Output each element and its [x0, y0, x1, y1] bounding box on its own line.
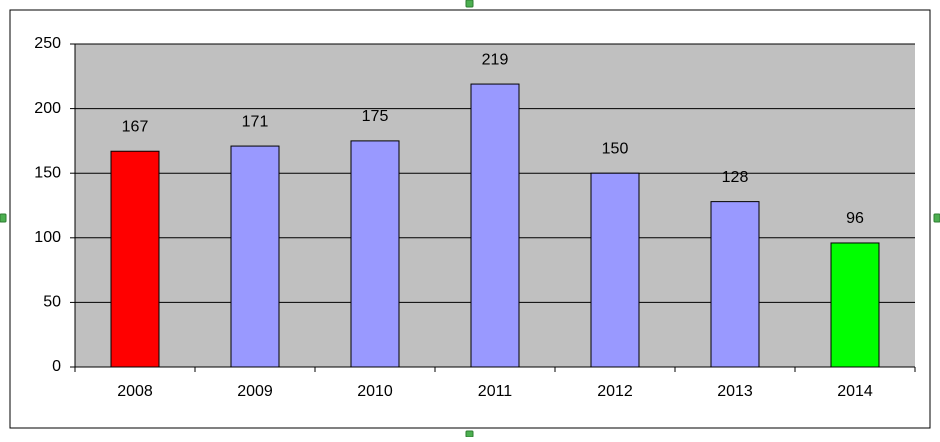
data-label: 175 [362, 108, 389, 125]
y-tick-label: 200 [34, 100, 61, 117]
x-tick-label: 2012 [597, 383, 633, 400]
data-label: 96 [846, 210, 864, 227]
data-label: 128 [722, 169, 749, 186]
handle [0, 213, 7, 223]
x-tick-label: 2009 [237, 383, 273, 400]
x-tick-label: 2010 [357, 383, 393, 400]
bar [710, 201, 760, 368]
data-label: 150 [602, 140, 629, 157]
data-label: 171 [242, 113, 269, 130]
bar [350, 140, 400, 368]
y-tick-label: 150 [34, 164, 61, 181]
data-label: 167 [122, 118, 149, 135]
data-label: 219 [482, 51, 509, 68]
y-tick-label: 50 [43, 294, 61, 311]
x-tick-label: 2013 [717, 383, 753, 400]
handle [933, 213, 940, 223]
x-tick-label: 2008 [117, 383, 153, 400]
handle [465, 430, 474, 438]
bar [230, 145, 280, 368]
y-tick-label: 0 [52, 358, 61, 375]
handle [465, 0, 474, 8]
x-tick-label: 2014 [837, 383, 873, 400]
y-tick-label: 100 [34, 229, 61, 246]
bar [830, 242, 880, 368]
bar [110, 150, 160, 368]
bar [470, 83, 520, 368]
bar [590, 172, 640, 368]
x-tick-label: 2011 [478, 383, 513, 400]
y-tick-label: 250 [34, 35, 61, 52]
